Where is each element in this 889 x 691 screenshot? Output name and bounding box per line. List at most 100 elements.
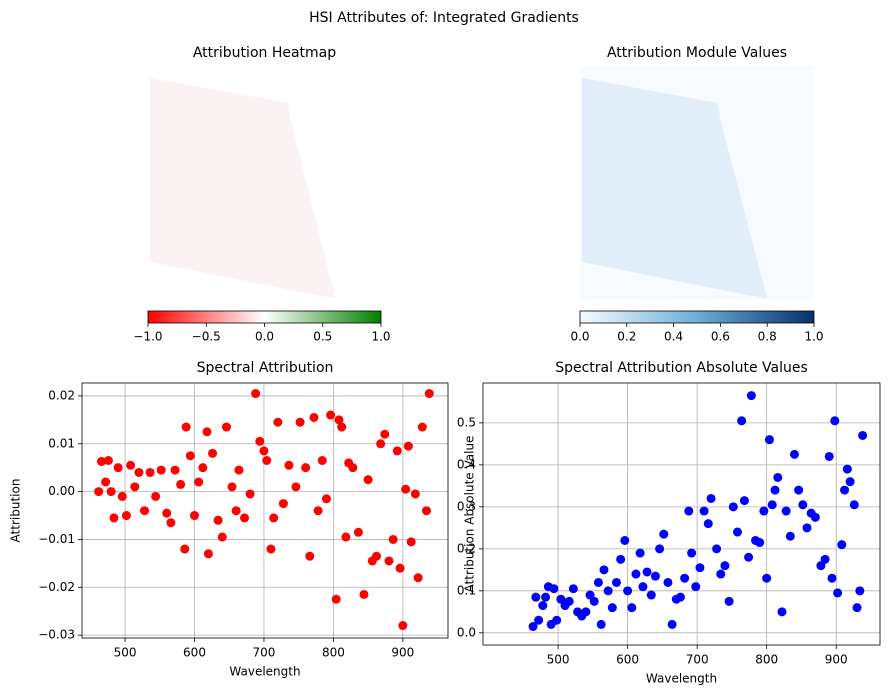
y-tick-label: 0.2 [457,541,476,555]
point [691,582,701,592]
point [234,465,244,475]
point [603,586,613,596]
point [746,391,756,401]
x-tick-label: 500 [114,646,137,660]
axes-frame [81,382,449,639]
point [840,485,850,495]
chart-title: Spectral Attribution [197,360,334,376]
point [202,427,212,437]
x-tick-label: 700 [253,646,276,660]
colorbar-tick-label: 0.4 [664,330,683,344]
axes-frame [482,382,881,646]
point [631,569,641,579]
x-tick-label: 900 [391,646,414,660]
colorbar-tick-label: 0.0 [255,330,274,344]
point [627,603,637,613]
point [251,389,261,399]
point [421,506,431,516]
point [313,506,323,516]
point [180,544,190,554]
point [162,508,172,518]
point [712,544,722,554]
point [403,441,413,451]
point [417,422,427,432]
chart-title: Spectral Attribution Absolute Values [555,360,808,376]
point [284,460,294,470]
point [538,601,548,611]
point [278,499,288,509]
point [703,519,713,529]
point [337,422,347,432]
point [262,456,272,466]
colorbar-tick-label: 1.0 [371,330,390,344]
point [744,552,754,562]
point [145,467,155,477]
point [94,487,104,497]
point [363,475,373,485]
point [620,535,630,545]
point [777,607,787,617]
point [833,588,843,598]
point [217,532,227,542]
point [534,615,544,625]
point [106,487,116,497]
point [259,446,269,456]
point [140,506,150,516]
module-image-mask [582,78,767,298]
colorbar-tick-label: 0.8 [758,330,777,344]
point [706,493,716,503]
point [198,463,208,473]
point [113,463,123,473]
point [607,603,617,613]
point [413,573,423,583]
point [528,622,538,632]
point [121,511,131,521]
point [849,500,859,510]
point [309,412,319,422]
point [371,551,381,561]
point [732,527,742,537]
colorbar-tick-label: 1.0 [804,330,823,344]
point [755,538,765,548]
point [687,548,697,558]
y-tick-label: 0.3 [457,499,476,513]
point [398,621,408,631]
point [845,477,855,487]
point [646,590,656,600]
point [552,615,562,625]
point [568,584,578,594]
point [720,561,730,571]
point [317,456,327,466]
point [227,482,237,492]
y-tick-label: 0.4 [457,457,476,471]
point [759,506,769,516]
y-axis-label: Attribution [9,479,23,543]
point [695,563,705,573]
figure-title: HSI Attributes of: Integrated Gradients [309,10,579,26]
point [541,592,551,602]
point [589,596,599,606]
point [773,472,783,482]
x-tick-label: 800 [322,646,345,660]
point [699,506,709,516]
point [348,463,358,473]
point [291,482,301,492]
point [596,619,606,629]
x-tick-label: 700 [686,653,709,667]
point [837,540,847,550]
point [623,586,633,596]
point [810,512,820,522]
point [827,573,837,583]
point [401,484,411,494]
point [728,502,738,512]
point [650,571,660,581]
y-tick-label: 0.00 [48,484,75,498]
point [798,500,808,510]
point [855,586,865,596]
point [240,513,250,523]
point [213,515,223,525]
x-tick-label: 900 [825,653,848,667]
y-tick-label: 0.0 [457,625,476,639]
point [599,565,609,575]
point [424,389,434,399]
